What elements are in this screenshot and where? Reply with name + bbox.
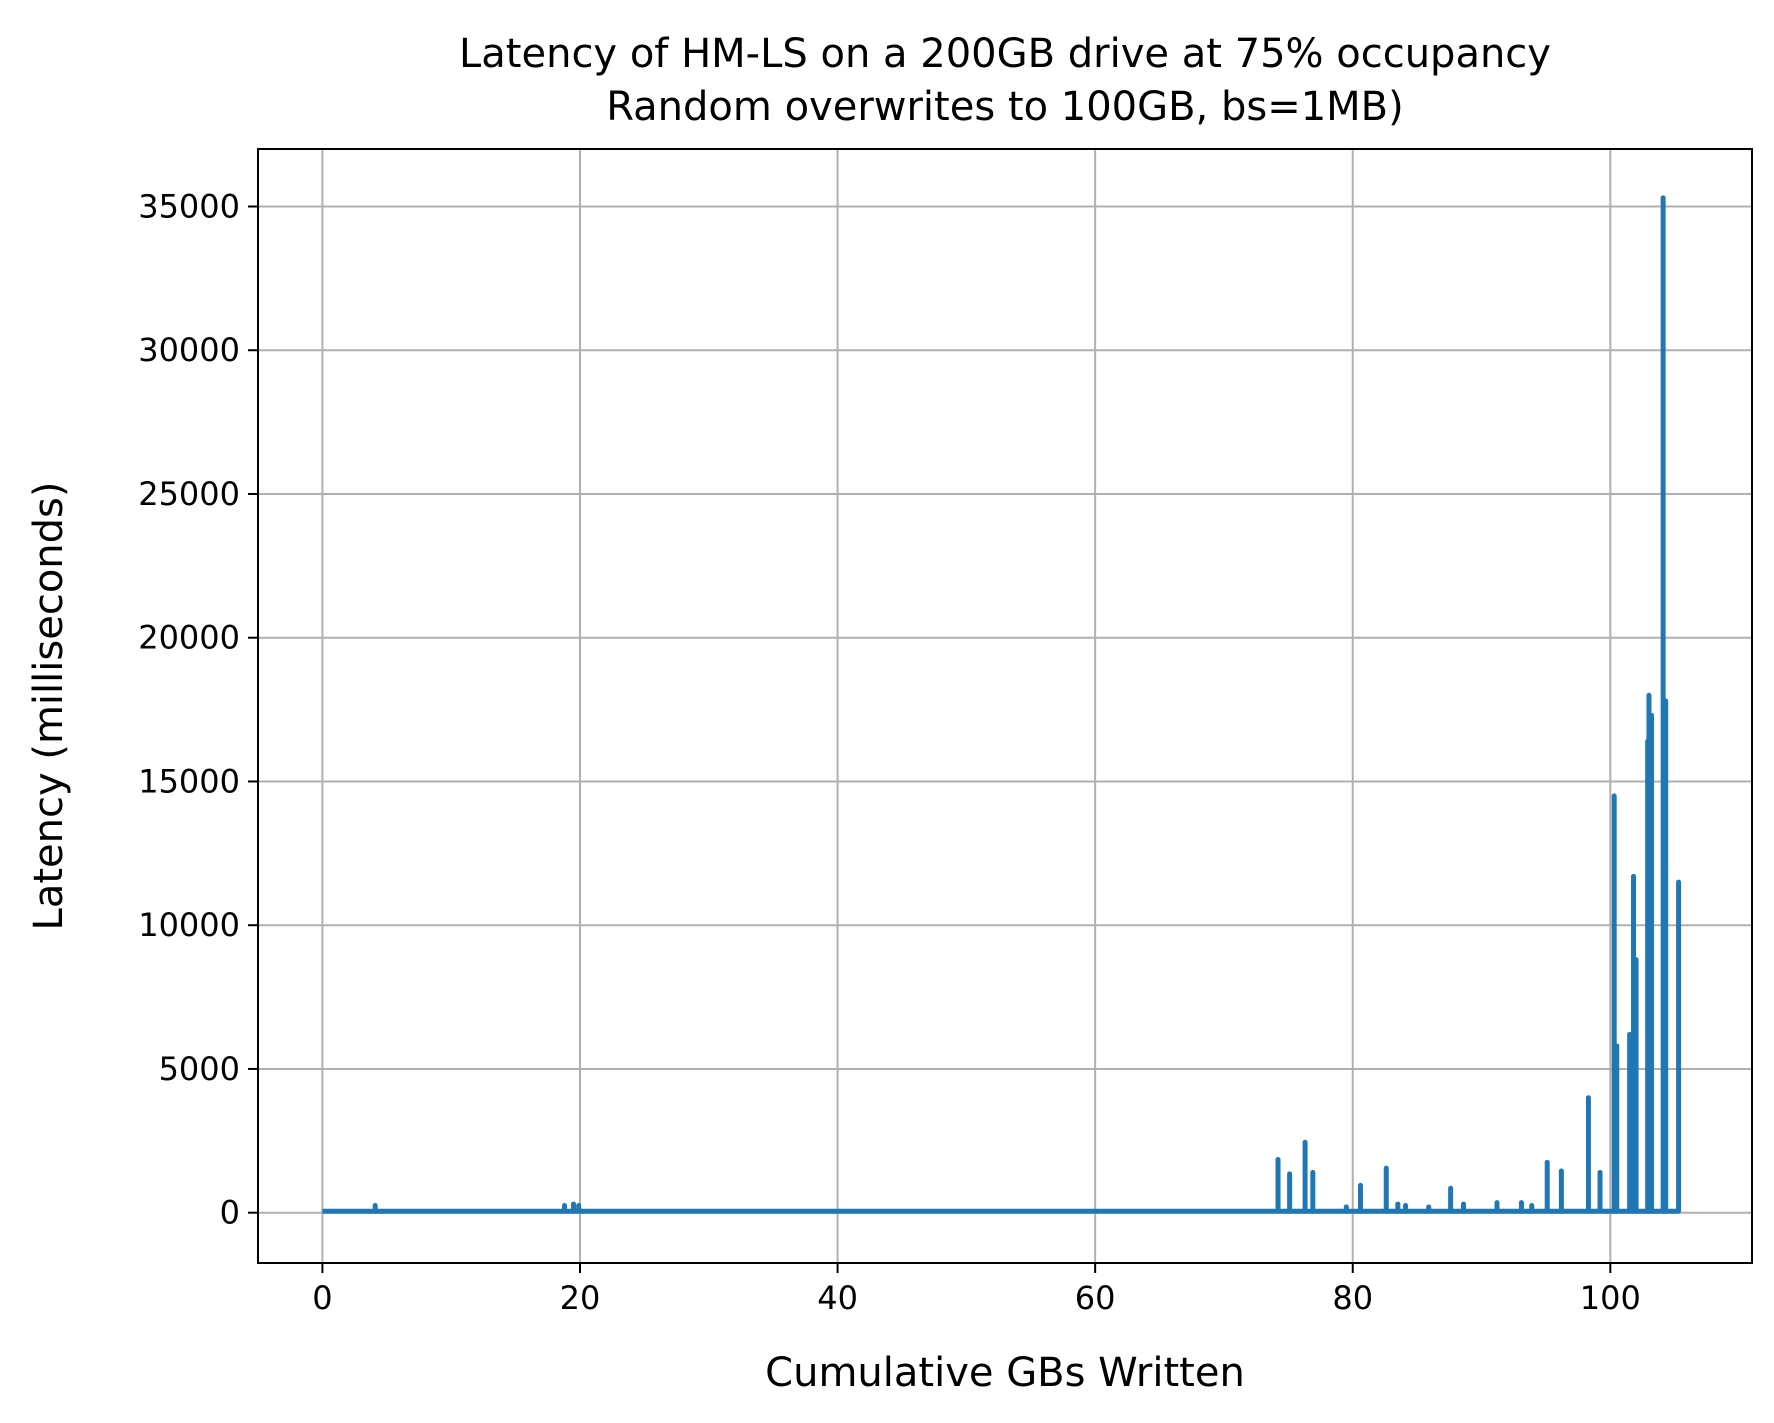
x-tick-label: 20 <box>560 1279 601 1317</box>
y-tick-label: 25000 <box>138 475 240 513</box>
chart-subtitle: Random overwrites to 100GB, bs=1MB) <box>606 84 1403 130</box>
x-tick-label: 40 <box>817 1279 858 1317</box>
x-tick-label: 80 <box>1332 1279 1373 1317</box>
y-tick-label: 10000 <box>138 906 240 944</box>
plot-frame <box>257 148 1753 1264</box>
y-axis-label: Latency (milliseconds) <box>26 482 72 931</box>
x-axis-ticks: 0 20 40 60 80 100 <box>312 1263 1641 1317</box>
y-tick-label: 15000 <box>138 762 240 800</box>
latency-series <box>322 195 1682 1214</box>
grid-lines <box>258 149 1752 1263</box>
x-tick-label: 0 <box>312 1279 332 1317</box>
y-tick-label: 20000 <box>138 619 240 657</box>
x-axis-label: Cumulative GBs Written <box>765 1350 1245 1396</box>
y-tick-label: 0 <box>220 1194 240 1232</box>
y-tick-label: 35000 <box>138 187 240 225</box>
x-tick-label: 60 <box>1075 1279 1116 1317</box>
y-axis-ticks: 0 5000 10000 15000 20000 25000 30000 35000 <box>138 187 258 1232</box>
chart-title: Latency of HM-LS on a 200GB drive at 75%… <box>459 31 1551 77</box>
x-tick-label: 100 <box>1580 1279 1641 1317</box>
y-tick-label: 30000 <box>138 331 240 369</box>
y-tick-label: 5000 <box>159 1050 240 1088</box>
